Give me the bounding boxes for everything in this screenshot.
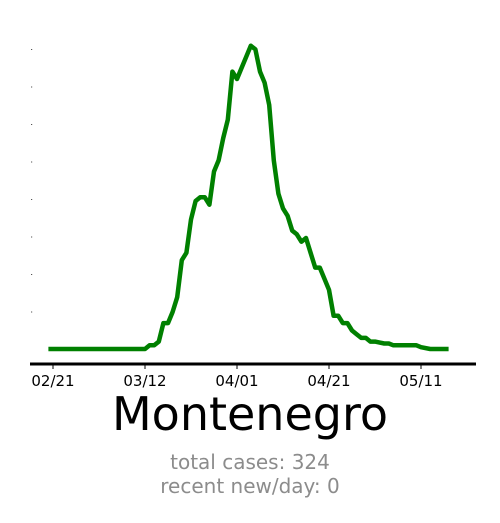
y-tick-mark	[31, 311, 33, 313]
y-axis-ticks	[31, 49, 33, 313]
series-line	[48, 43, 449, 352]
x-tick-label: 02/21	[31, 372, 74, 390]
x-tick-label: 04/21	[307, 372, 350, 390]
y-tick-mark	[31, 161, 33, 163]
recent-new-per-day-text: recent new/day: 0	[160, 474, 340, 498]
y-tick-mark	[31, 274, 33, 275]
x-tick-label: 03/12	[123, 372, 166, 390]
y-tick-mark	[31, 199, 33, 200]
chart: 02/21 03/12 04/01 04/21 05/11	[30, 43, 476, 390]
y-tick-mark	[31, 86, 33, 88]
x-axis-ticks: 02/21 03/12 04/01 04/21 05/11	[31, 364, 443, 390]
y-tick-mark	[31, 236, 33, 238]
y-tick-mark	[31, 49, 33, 50]
y-tick-mark	[31, 124, 33, 125]
x-tick-label: 05/11	[399, 372, 442, 390]
total-cases-text: total cases: 324	[170, 450, 330, 474]
x-tick-label: 04/01	[215, 372, 258, 390]
country-title: Montenegro	[111, 387, 389, 441]
